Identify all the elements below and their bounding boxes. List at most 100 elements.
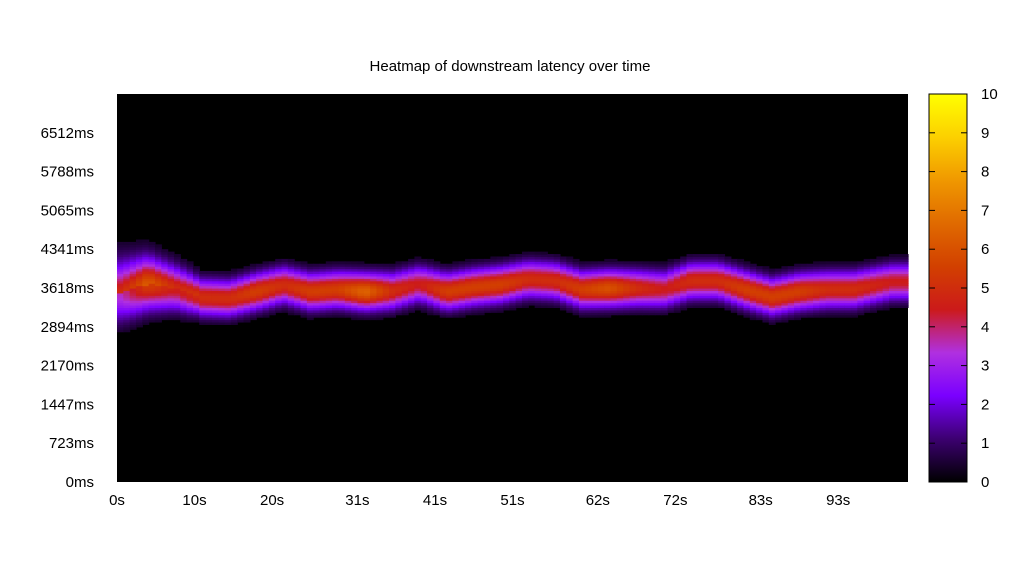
- heatmap-cell: [173, 302, 181, 306]
- heatmap-cell: [572, 273, 580, 277]
- heatmap-cell: [135, 263, 143, 267]
- heatmap-cell: [882, 283, 890, 287]
- heatmap-cell: [224, 295, 232, 299]
- heatmap-cell: [199, 319, 207, 323]
- heatmap-cell: [851, 295, 858, 299]
- heatmap-cell: [471, 278, 479, 282]
- heatmap-cell: [806, 295, 814, 299]
- heatmap-cell: [382, 312, 390, 316]
- heatmap-cell: [496, 261, 504, 265]
- heatmap-cell: [351, 273, 359, 277]
- heatmap-cell: [123, 297, 131, 301]
- heatmap-cell: [446, 314, 453, 318]
- heatmap-cell: [142, 280, 150, 284]
- heatmap-cell: [705, 278, 713, 282]
- heatmap-cell: [895, 268, 903, 272]
- heatmap-cell: [680, 278, 688, 282]
- heatmap-cell: [173, 268, 181, 272]
- heatmap-cell: [521, 295, 529, 299]
- heatmap-cell: [446, 290, 453, 294]
- heatmap-cell: [832, 297, 839, 301]
- heatmap-cell: [363, 295, 371, 299]
- heatmap-cell: [357, 292, 365, 296]
- heatmap-cell: [686, 283, 694, 287]
- heatmap-cell: [173, 275, 181, 279]
- heatmap-cell: [167, 278, 175, 282]
- heatmap-cell: [376, 312, 384, 316]
- heatmap-cell: [559, 258, 567, 262]
- heatmap-cell: [768, 285, 776, 289]
- heatmap-cell: [819, 263, 827, 267]
- heatmap-cell: [692, 278, 700, 282]
- heatmap-cell: [635, 307, 643, 311]
- heatmap-cell: [351, 263, 359, 267]
- heatmap-cell: [135, 295, 143, 299]
- heatmap-cell: [585, 275, 593, 279]
- heatmap-cell: [642, 292, 650, 296]
- colorbar-tick-label: 2: [981, 396, 989, 413]
- heatmap-cell: [838, 278, 846, 282]
- heatmap-cell: [787, 314, 795, 318]
- heatmap-cell: [414, 263, 422, 267]
- heatmap-cell: [117, 304, 124, 308]
- heatmap-cell: [370, 268, 378, 272]
- heatmap-cell: [256, 268, 264, 272]
- heatmap-cell: [521, 268, 529, 272]
- heatmap-cell: [256, 288, 264, 292]
- heatmap-cell: [794, 317, 802, 321]
- heatmap-cell: [559, 280, 567, 284]
- x-tick-label: 93s: [826, 492, 850, 509]
- heatmap-cell: [705, 297, 713, 301]
- heatmap-cell: [781, 292, 789, 296]
- heatmap-cell: [699, 256, 707, 260]
- heatmap-cell: [161, 266, 169, 270]
- heatmap-cell: [762, 295, 770, 299]
- heatmap-cell: [123, 290, 131, 294]
- heatmap-cell: [699, 300, 707, 304]
- heatmap-cell: [427, 312, 434, 316]
- heatmap-cell: [673, 258, 681, 262]
- heatmap-cell: [123, 263, 131, 267]
- heatmap-cell: [851, 283, 858, 287]
- heatmap-cell: [180, 312, 188, 316]
- heatmap-cell: [503, 268, 510, 272]
- heatmap-cell: [117, 292, 124, 296]
- heatmap-cell: [635, 278, 643, 282]
- heatmap-cell: [882, 285, 890, 289]
- heatmap-cell: [129, 312, 137, 316]
- heatmap-cell: [129, 283, 137, 287]
- heatmap-cell: [427, 300, 434, 304]
- heatmap-cell: [863, 304, 871, 308]
- heatmap-cell: [705, 300, 713, 304]
- heatmap-cell: [389, 271, 397, 275]
- heatmap-cell: [591, 295, 599, 299]
- heatmap-cell: [503, 266, 510, 270]
- heatmap-cell: [711, 254, 719, 258]
- heatmap-cell: [180, 263, 188, 267]
- heatmap-cell: [382, 271, 390, 275]
- heatmap-cell: [572, 283, 580, 287]
- heatmap-cell: [901, 300, 909, 304]
- heatmap-cell: [819, 280, 827, 284]
- heatmap-cell: [521, 297, 529, 301]
- heatmap-cell: [230, 297, 238, 301]
- heatmap-cell: [357, 268, 365, 272]
- heatmap-cell: [762, 312, 770, 316]
- heatmap-cell: [129, 326, 137, 330]
- heatmap-cell: [629, 304, 637, 308]
- heatmap-cell: [787, 275, 795, 279]
- heatmap-cell: [237, 319, 245, 323]
- heatmap-cell: [521, 256, 529, 260]
- heatmap-cell: [129, 254, 137, 258]
- heatmap-cell: [775, 319, 783, 323]
- heatmap-cell: [515, 302, 523, 306]
- heatmap-cell: [724, 307, 732, 311]
- heatmap-cell: [559, 268, 567, 272]
- heatmap-cell: [376, 266, 384, 270]
- heatmap-cell: [452, 302, 460, 306]
- heatmap-cell: [686, 290, 694, 294]
- heatmap-cell: [635, 283, 643, 287]
- heatmap-cell: [547, 288, 555, 292]
- heatmap-cell: [319, 314, 327, 318]
- heatmap-cell: [616, 302, 624, 306]
